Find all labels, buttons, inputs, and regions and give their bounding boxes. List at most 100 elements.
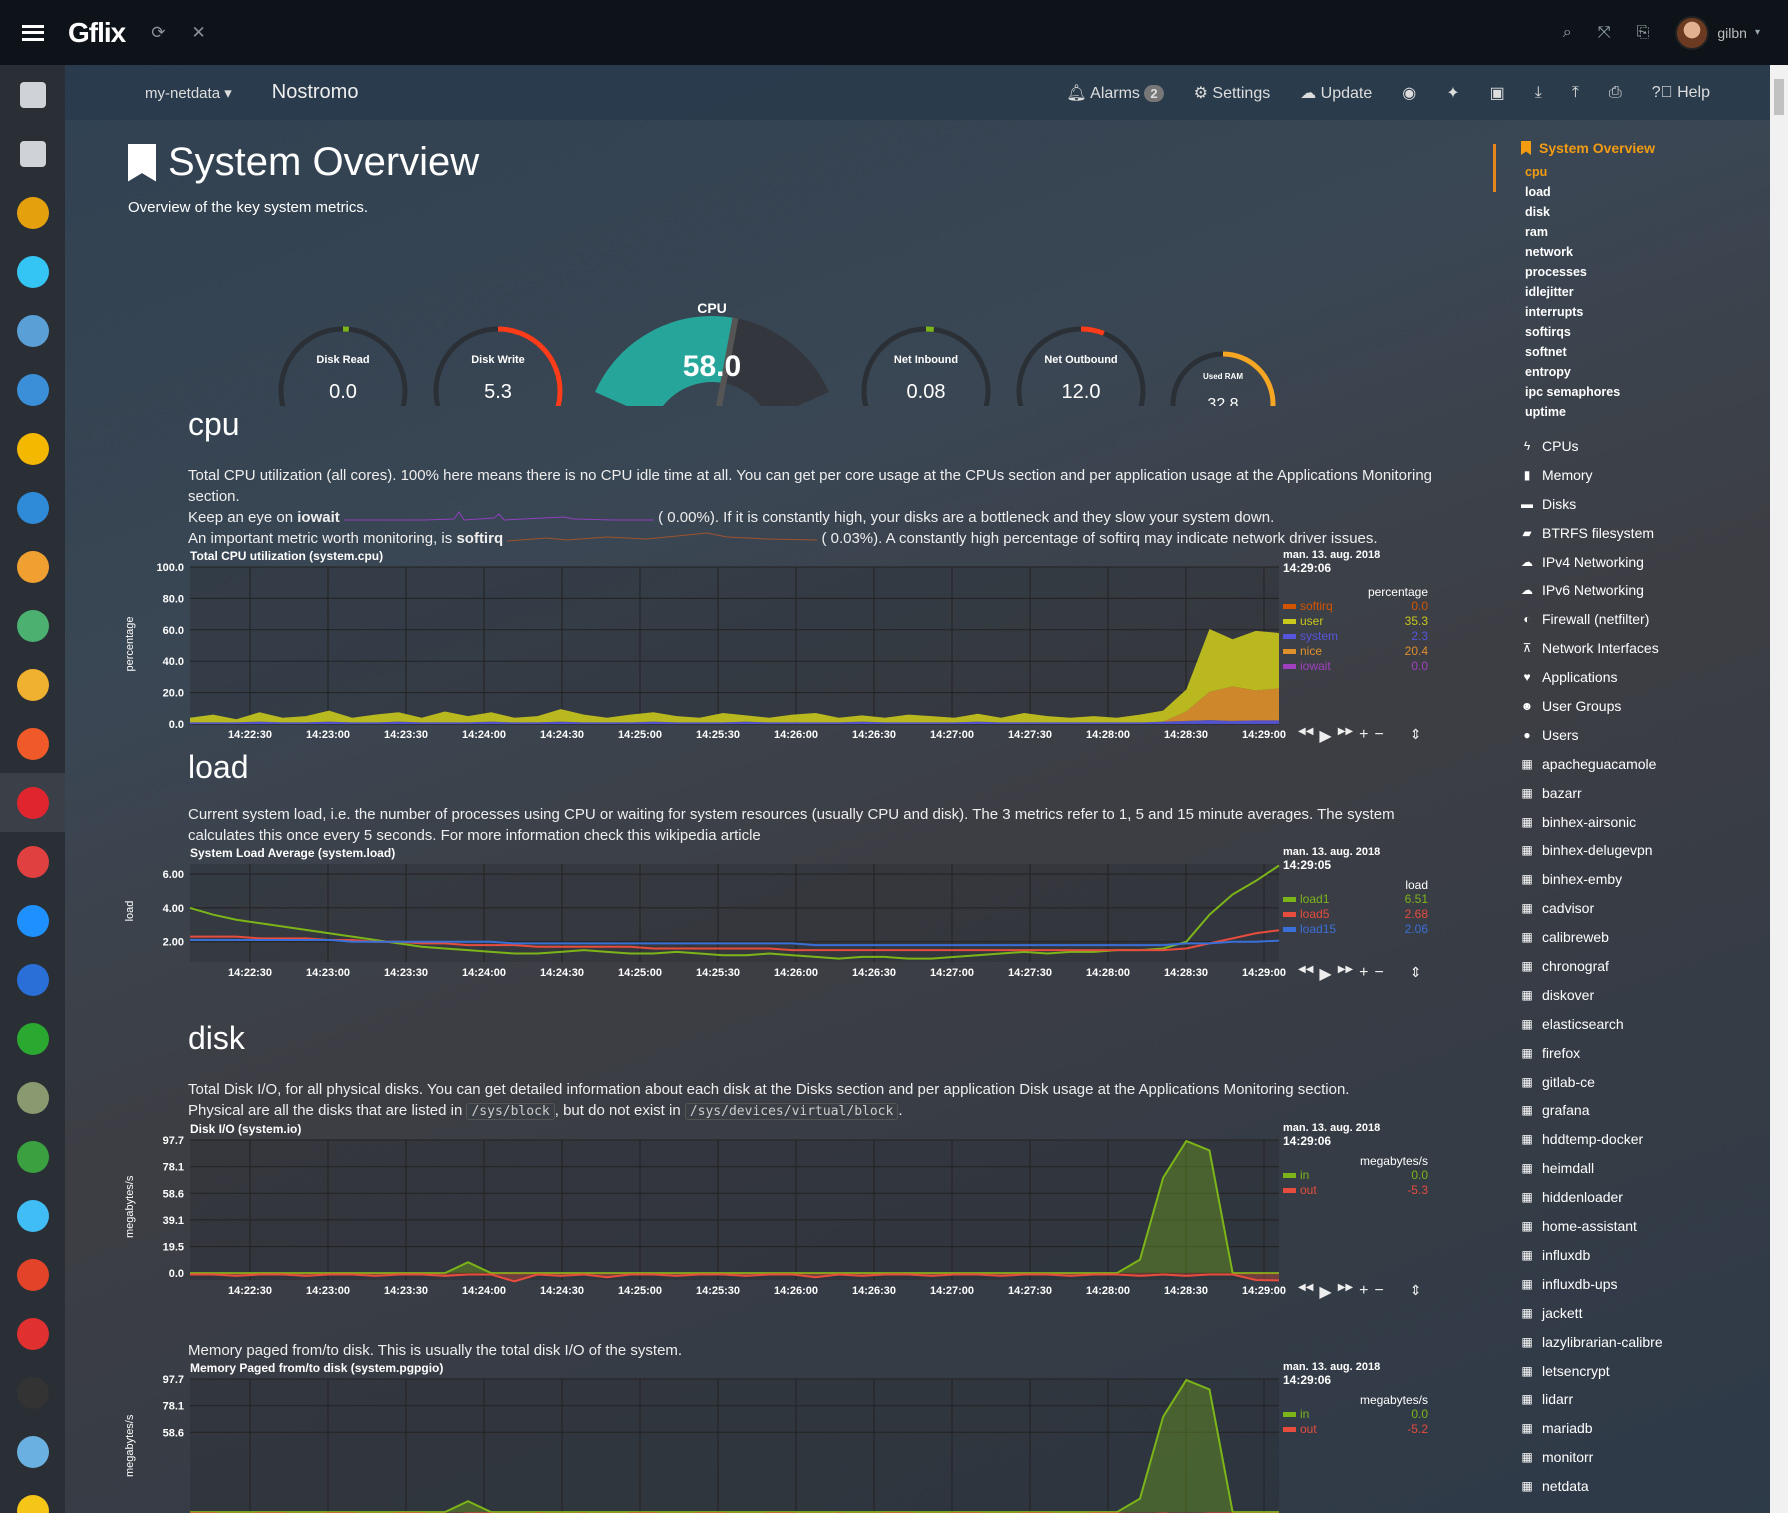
- sidebar-app-search[interactable]: [0, 419, 65, 478]
- resize-handle-icon[interactable]: ⇕: [1409, 964, 1422, 980]
- nav-sub-cpu[interactable]: cpu: [1525, 165, 1548, 179]
- legend-item-iowait[interactable]: iowait 0.0: [1283, 659, 1428, 674]
- nav-menu-item[interactable]: ▦ grafana: [1520, 1096, 1763, 1125]
- nav-menu-item[interactable]: ▦ binhex-emby: [1520, 865, 1763, 894]
- search-icon[interactable]: ⌕: [1562, 23, 1572, 41]
- settings-button[interactable]: ⚙ Settings: [1194, 83, 1271, 103]
- legend-item-softirq[interactable]: softirq 0.0: [1283, 599, 1428, 614]
- nav-menu-item[interactable]: ▰ BTRFS filesystem: [1520, 519, 1763, 548]
- zoom-in-icon[interactable]: +: [1359, 726, 1369, 743]
- nav-menu-item[interactable]: ▦ mariadb: [1520, 1414, 1763, 1443]
- scrollbar[interactable]: [1770, 65, 1788, 1513]
- nav-menu-item[interactable]: ◐ Firewall (netfilter): [1520, 605, 1763, 634]
- nav-sub-softnet[interactable]: softnet: [1525, 345, 1567, 359]
- nav-menu-item[interactable]: ▦ calibreweb: [1520, 923, 1763, 952]
- nav-menu-item[interactable]: ▦ monitorr: [1520, 1443, 1763, 1472]
- sidebar-app-utorrent[interactable]: [0, 1009, 65, 1068]
- facebook-icon[interactable]: ▣: [1489, 84, 1505, 102]
- brand-title[interactable]: Gflix: [68, 16, 126, 48]
- sidebar-app-lidarr[interactable]: [0, 832, 65, 891]
- sidebar-app-lazylibrarian[interactable]: [0, 1363, 65, 1422]
- update-button[interactable]: ☁ Update: [1300, 83, 1372, 103]
- menu-icon[interactable]: [22, 24, 44, 41]
- play-icon[interactable]: ▶: [1319, 966, 1332, 983]
- nav-sub-disk[interactable]: disk: [1525, 205, 1551, 219]
- legend-item-load1[interactable]: load1 6.51: [1283, 892, 1428, 907]
- sidebar-app-audio[interactable]: [0, 360, 65, 419]
- nav-menu-item[interactable]: ▦ bazarr: [1520, 779, 1763, 808]
- sidebar-app-calibre[interactable]: [0, 301, 65, 360]
- sidebar-app-gitlab[interactable]: [0, 1245, 65, 1304]
- nav-menu-item[interactable]: ▦ firefox: [1520, 1039, 1763, 1068]
- nav-menu-item[interactable]: ▦ gitlab-ce: [1520, 1068, 1763, 1097]
- nav-menu-item[interactable]: ▬ Disks: [1520, 490, 1763, 519]
- sidebar-app-graph[interactable]: [0, 655, 65, 714]
- twitter-icon[interactable]: ✦: [1446, 84, 1460, 102]
- chart-plot[interactable]: 0.0 20.0 40.0 60.0 80.0 100.0 14:22:30 14:23:00…: [128, 549, 1288, 748]
- zoom-in-icon[interactable]: +: [1359, 964, 1369, 981]
- load-chart[interactable]: System Load Average (system.load) load 2.0…: [124, 846, 1438, 1006]
- sidebar-app-toggle[interactable]: [0, 1127, 65, 1186]
- nav-menu-item[interactable]: ▦ hiddenloader: [1520, 1183, 1763, 1212]
- nav-sub-load[interactable]: load: [1525, 185, 1551, 199]
- chart-plot[interactable]: 2.00 4.00 6.00 14:22:30 14:23:00 14:23:30 14:2…: [128, 846, 1288, 986]
- scrollbar-thumb[interactable]: [1774, 79, 1784, 115]
- play-icon[interactable]: ▶: [1319, 728, 1332, 745]
- rewind-icon[interactable]: ◀◀: [1298, 726, 1314, 737]
- nav-sub-processes[interactable]: processes: [1525, 265, 1587, 279]
- nav-menu-item[interactable]: ▦ lidarr: [1520, 1385, 1763, 1414]
- nav-menu-item[interactable]: ▦ home-assistant: [1520, 1212, 1763, 1241]
- upload-icon[interactable]: ⤒: [1571, 83, 1579, 101]
- rewind-icon[interactable]: ◀◀: [1298, 964, 1314, 975]
- nav-menu-item[interactable]: ☁ IPv4 Networking: [1520, 548, 1763, 577]
- nav-menu-item[interactable]: ▦ chronograf: [1520, 952, 1763, 981]
- legend-item-in[interactable]: in 0.0: [1283, 1168, 1428, 1183]
- host-name[interactable]: Nostromo: [271, 81, 359, 103]
- sidebar-app-unifi[interactable]: [0, 950, 65, 1009]
- resize-handle-icon[interactable]: ⇕: [1409, 1282, 1422, 1298]
- sidebar-app-netdata[interactable]: [0, 773, 65, 832]
- nav-sub-ram[interactable]: ram: [1525, 225, 1548, 239]
- nav-menu-item[interactable]: ● Users: [1520, 721, 1763, 750]
- user-menu[interactable]: gilbn ▾: [1675, 15, 1760, 50]
- resize-handle-icon[interactable]: ⇕: [1409, 726, 1422, 742]
- sidebar-app-settings[interactable]: [0, 124, 65, 183]
- fullscreen-icon[interactable]: ⤧: [1597, 23, 1611, 41]
- legend-item-out[interactable]: out -5.2: [1283, 1422, 1428, 1437]
- download-icon[interactable]: ⤓: [1534, 83, 1542, 101]
- nav-menu-item[interactable]: ▦ apacheguacamole: [1520, 750, 1763, 779]
- nav-sub-ipc-semaphores[interactable]: ipc semaphores: [1525, 385, 1621, 399]
- zoom-out-icon[interactable]: −: [1374, 726, 1384, 743]
- sidebar-app-downloader[interactable]: [0, 1304, 65, 1363]
- nav-menu-item[interactable]: ▦ binhex-airsonic: [1520, 808, 1763, 837]
- sidebar-app-home[interactable]: [0, 65, 65, 124]
- nav-system-overview[interactable]: System Overview: [1521, 140, 1763, 156]
- nav-menu-item[interactable]: ▦ netdata: [1520, 1472, 1763, 1501]
- nav-menu-item[interactable]: ▦ heimdall: [1520, 1154, 1763, 1183]
- rewind-icon[interactable]: ◀◀: [1298, 1282, 1314, 1293]
- nav-sub-softirqs[interactable]: softirqs: [1525, 325, 1571, 339]
- sidebar-app-sonarr[interactable]: [0, 242, 65, 301]
- sidebar-app-grafana[interactable]: [0, 714, 65, 773]
- legend-item-load15[interactable]: load15 2.06: [1283, 922, 1428, 937]
- nav-menu-item[interactable]: ▦ letsencrypt: [1520, 1357, 1763, 1386]
- nav-menu-item[interactable]: ▮ Memory: [1520, 461, 1763, 490]
- legend-item-system[interactable]: system 2.3: [1283, 629, 1428, 644]
- nav-menu-item[interactable]: ▦ hddtemp-docker: [1520, 1125, 1763, 1154]
- sidebar-app-ombi[interactable]: [0, 478, 65, 537]
- chart-plot[interactable]: 0.0 19.5 39.1 58.6 78.1 97.7 14:22:30 14:23:00 1…: [128, 1122, 1288, 1304]
- nav-menu-item[interactable]: ▦ cadvisor: [1520, 894, 1763, 923]
- nav-sub-uptime[interactable]: uptime: [1525, 405, 1566, 419]
- legend-item-nice[interactable]: nice 20.4: [1283, 644, 1428, 659]
- sidebar-app-sabnzbd-bowl[interactable]: [0, 1068, 65, 1127]
- zoom-in-icon[interactable]: +: [1359, 1282, 1369, 1299]
- github-icon[interactable]: ◉: [1402, 84, 1417, 102]
- fast-forward-icon[interactable]: ▶▶: [1337, 726, 1354, 737]
- nav-menu-item[interactable]: ▦ elasticsearch: [1520, 1010, 1763, 1039]
- sidebar-app-home-assistant[interactable]: [0, 1186, 65, 1245]
- nav-menu-item[interactable]: ☻ User Groups: [1520, 692, 1763, 721]
- legend-item-load5[interactable]: load5 2.68: [1283, 907, 1428, 922]
- nav-menu-item[interactable]: ♥ Applications: [1520, 663, 1763, 692]
- nav-menu-item[interactable]: ϟ CPUs: [1520, 432, 1763, 461]
- play-icon[interactable]: ▶: [1319, 1284, 1332, 1301]
